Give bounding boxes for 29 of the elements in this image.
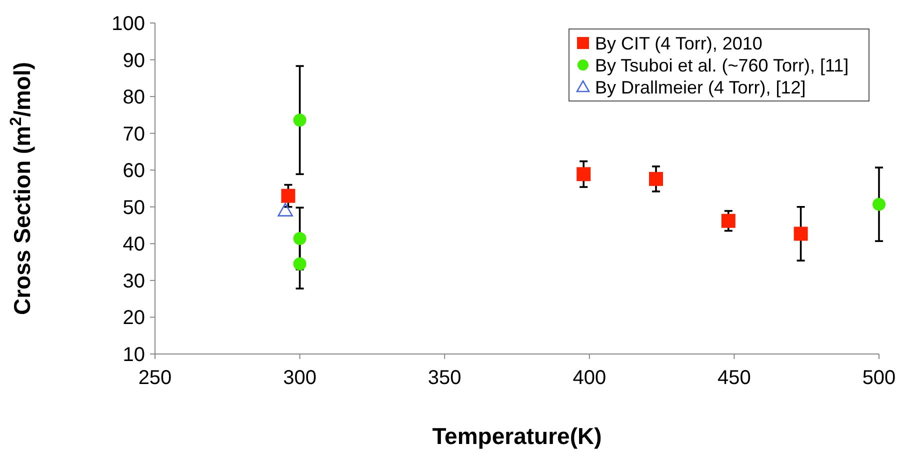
point [794,226,808,241]
y-tick-label: 90 [122,50,145,72]
y-tick-label: 10 [122,344,145,366]
x-tick-label: 300 [283,367,316,389]
y-tick-label: 50 [122,196,145,219]
y-tick-label: 60 [122,160,145,182]
y-tick-label: 20 [122,307,145,330]
legend-label: By CIT (4 Torr), 2010 [595,33,762,54]
x-axis-title: Temperature(K) [432,423,602,449]
point [576,167,591,182]
y-tick-label: 80 [122,86,145,109]
legend-label: By Tsuboi et al. (~760 Torr), [11] [595,55,849,76]
y-tick-label: 100 [112,13,145,35]
point [721,214,736,228]
x-tick-label: 450 [718,367,751,389]
x-tick-label: 250 [138,367,172,389]
y-tick-label: 70 [122,123,145,146]
point [293,257,306,270]
point [281,188,296,203]
x-tick-label: 400 [572,367,606,389]
x-tick-label: 350 [428,367,462,389]
point [293,232,306,246]
point [649,172,664,186]
y-tick-label: 40 [122,234,145,256]
x-tick-label: 500 [862,367,896,389]
point [872,198,886,211]
point [293,114,306,127]
y-tick-label: 30 [122,270,145,292]
legend-label: By Drallmeier (4 Torr), [12] [595,77,806,98]
